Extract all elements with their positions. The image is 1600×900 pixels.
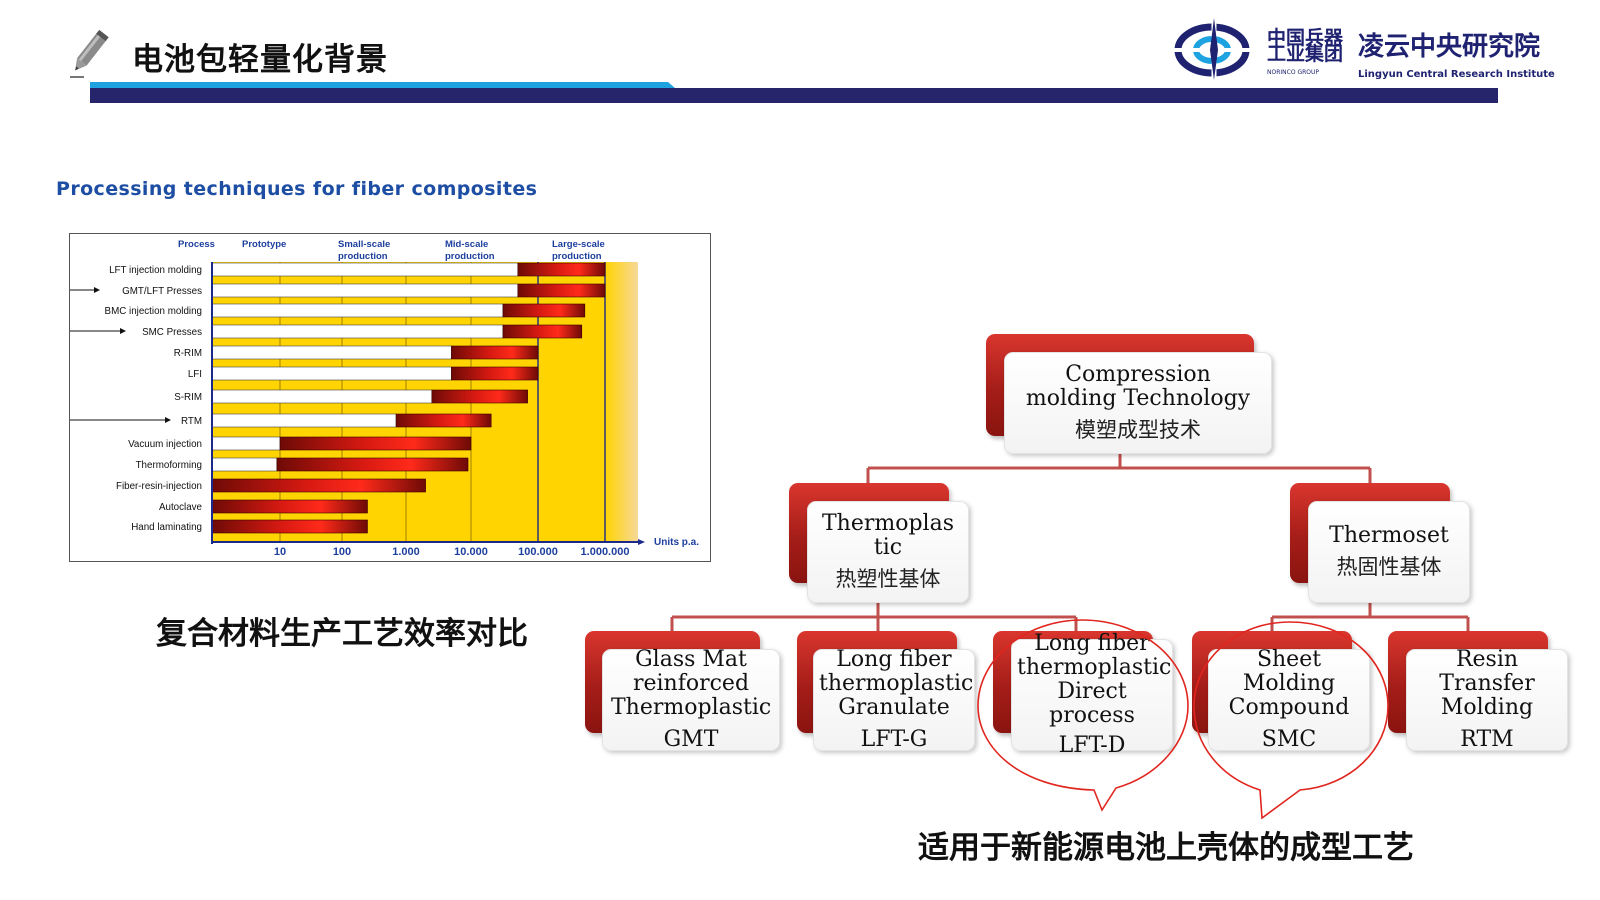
- leaf-lft-g-abbr: LFT-G: [860, 727, 928, 752]
- leaf-lft-g-en: Long fiber thermoplastic Granulate: [819, 647, 974, 720]
- tree-node-root: Compression molding Technology 模塑成型技术: [986, 334, 1276, 459]
- chart-canvas: Process Prototype Small-scale production Mid…: [70, 239, 699, 558]
- tree-node-thermoset: Thermoset 热固性基体: [1290, 483, 1472, 605]
- chart-x-tick-label: 1.000.000: [581, 546, 630, 558]
- leaf-gmt-en: Glass Mat reinforced Thermoplastic: [611, 647, 772, 720]
- leaf-rtm-en: Resin Transfer Molding: [1439, 647, 1535, 720]
- chart-caption: 复合材料生产工艺效率对比: [156, 616, 528, 652]
- chart-x-axis-arrow: [638, 539, 645, 545]
- logo-institute-name: 凌云中央研究院: [1358, 32, 1541, 62]
- tree-leaf-gmt: Glass Mat reinforced Thermoplastic GMT: [585, 631, 782, 755]
- leaf-rtm-abbr: RTM: [1460, 727, 1514, 752]
- tree-node-thermoplastic: Thermoplastic 热塑性基体: [789, 483, 971, 605]
- chart-bar-red: [502, 324, 583, 339]
- logo-group-name: 中国兵器 工业集团: [1267, 27, 1344, 65]
- leaf-smc-abbr: SMC: [1261, 727, 1317, 752]
- chart-bar-red: [502, 303, 586, 318]
- chart-x-unit-label: Units p.a.: [654, 537, 699, 548]
- company-logo: 中国兵器 工业集团 凌云中央研究院 NORINCO GROUP Lingyun …: [1172, 14, 1572, 84]
- chart-bar-red: [517, 283, 606, 298]
- leaf-smc-en: Sheet Molding Compound: [1228, 647, 1350, 720]
- chart-x-tick-label: 100: [333, 546, 351, 558]
- chart-row-label: Autoclave: [159, 502, 203, 513]
- chart-arrow-head: [165, 417, 171, 423]
- tree-leaf-rtm: Resin Transfer Molding RTM: [1388, 631, 1568, 755]
- node-thermoplastic-cn: 热塑性基体: [835, 567, 941, 591]
- node-thermoset-en: Thermoset: [1329, 523, 1449, 548]
- chart-bar-red: [517, 262, 606, 277]
- leaf-gmt-abbr: GMT: [663, 727, 719, 752]
- tree-leaf-lft-d: Long fiber thermoplastic Direct process …: [993, 631, 1175, 758]
- chart-heading: Processing techniques for fiber composit…: [56, 178, 538, 200]
- chart-row-label: Fiber-resin-injection: [116, 481, 202, 492]
- process-chart: Process Prototype Small-scale production Mid…: [69, 233, 711, 562]
- node-thermoplastic-en: Thermoplastic: [821, 511, 954, 560]
- tree-leaf-lft-g: Long fiber thermoplastic Granulate LFT-G: [797, 631, 977, 755]
- logo-institute-en: Lingyun Central Research Institute: [1358, 69, 1555, 80]
- chart-x-tick-label: 10: [274, 546, 286, 558]
- chart-row-label: Hand laminating: [131, 522, 202, 533]
- chart-x-tick-label: 1.000: [392, 546, 420, 558]
- bottom-caption: 适用于新能源电池上壳体的成型工艺: [918, 830, 1414, 866]
- chart-x-tick-label: 10.000: [454, 546, 488, 558]
- chart-column-header: Prototype: [242, 239, 286, 250]
- chart-row-label: RTM: [181, 416, 202, 427]
- chart-row-label: S-RIM: [174, 392, 202, 403]
- chart-column-header: Small-scale production: [338, 239, 390, 262]
- chart-x-tick-label: 100.000: [518, 546, 558, 558]
- chart-fade-band: [605, 262, 638, 542]
- chart-row-label: Vacuum injection: [128, 439, 202, 450]
- chart-row-label: LFI: [188, 369, 202, 380]
- chart-row-label: LFT injection molding: [109, 265, 202, 276]
- chart-row-label: R-RIM: [174, 348, 202, 359]
- chart-bar-red: [451, 366, 539, 381]
- chart-row-label: BMC injection molding: [105, 306, 202, 317]
- node-root-en: Compression molding Technology: [1025, 362, 1251, 411]
- slide-title: 电池包轻量化背景: [132, 42, 388, 78]
- chart-bar-red: [451, 345, 539, 360]
- chart-bar-red: [279, 436, 472, 451]
- tree-leaf-smc: Sheet Molding Compound SMC: [1192, 631, 1372, 755]
- chart-column-header: Process: [178, 239, 215, 250]
- chart-row-label: Thermoforming: [136, 460, 202, 471]
- norinco-emblem-icon: [1174, 16, 1256, 82]
- node-thermoset-cn: 热固性基体: [1336, 555, 1442, 579]
- chart-bar-red: [431, 389, 528, 404]
- pencil-icon: [70, 29, 109, 78]
- chart-column-header: Large-scale production: [552, 239, 605, 262]
- node-root-cn: 模塑成型技术: [1075, 418, 1201, 442]
- header-bar: [90, 82, 1498, 103]
- logo-group-en: NORINCO GROUP: [1267, 69, 1320, 76]
- chart-column-header: Mid-scale production: [445, 239, 495, 262]
- leaf-lft-d-en: Long fiber thermoplastic Direct process: [1017, 631, 1172, 728]
- callout-lft-d: [977, 619, 1189, 812]
- chart-bar-red: [395, 413, 492, 428]
- chart-arrow-head: [94, 287, 100, 293]
- chart-row-label: SMC Presses: [142, 327, 202, 338]
- callout-smc: [1193, 621, 1389, 820]
- chart-row-label: GMT/LFT Presses: [122, 286, 202, 297]
- chart-arrow-head: [120, 328, 126, 334]
- leaf-lft-d-abbr: LFT-D: [1058, 733, 1126, 758]
- chart-bar-red: [276, 457, 469, 472]
